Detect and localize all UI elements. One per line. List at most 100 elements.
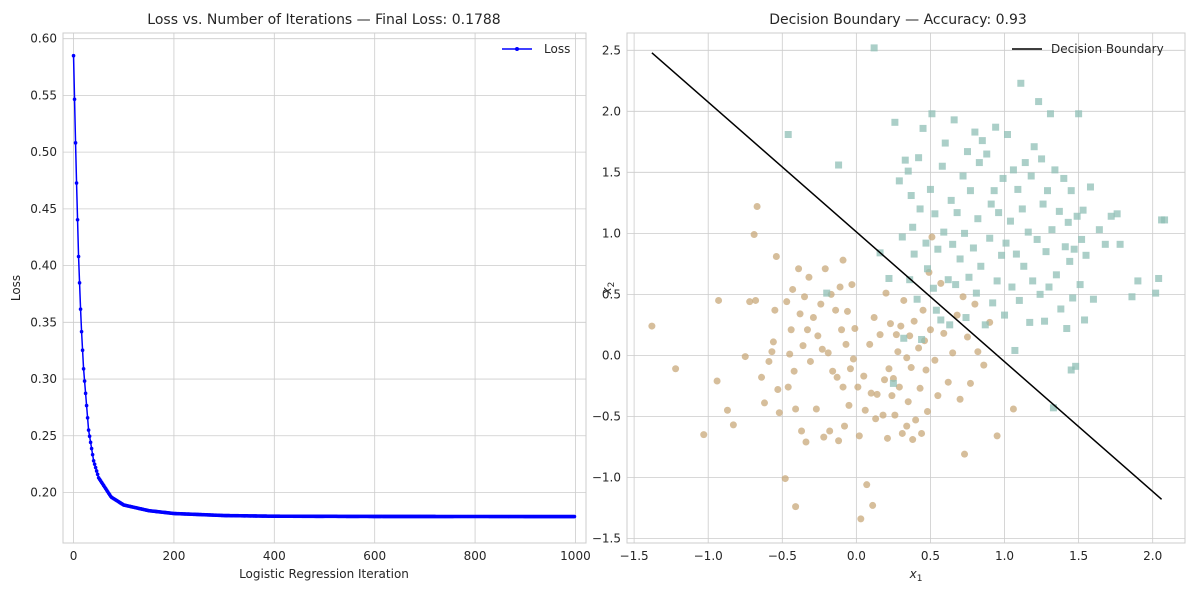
class1-point [1042,248,1050,256]
class0-point [961,450,969,458]
class1-point [889,379,897,387]
boundary-chart-legend: Decision Boundary [1012,42,1164,56]
class1-point [898,233,906,241]
class1-point [1030,143,1038,151]
class1-point [1024,228,1032,236]
boundary-xtick-label: 0.0 [847,549,866,563]
class0-point [795,265,803,273]
class0-point [786,350,794,358]
class1-point [990,187,998,195]
class1-point [1107,212,1115,220]
class0-point [848,281,856,289]
class0-point [741,353,749,361]
class0-point [806,357,814,365]
class0-point [648,322,656,330]
loss-chart: Loss vs. Number of Iterations — Final Lo… [9,12,591,581]
class1-point [972,289,980,297]
class0-point [886,320,894,328]
class0-point [956,395,964,403]
boundary-ytick-label: 1.0 [602,226,621,240]
class1-point [983,150,991,158]
class1-point [1082,251,1090,259]
class1-point [956,255,964,263]
loss-ytick-label: 0.45 [30,202,57,216]
class1-point [932,306,940,314]
class1-point [1067,187,1075,195]
class0-point [912,416,920,424]
class0-point [898,429,906,437]
class0-point [772,253,780,261]
class0-point [904,398,912,406]
boundary-ytick-label: −1.5 [592,531,621,545]
class0-point [765,357,773,365]
loss-point [80,348,85,353]
class0-point [818,345,826,353]
class0-point [895,383,903,391]
class0-point [761,399,768,407]
class0-point [953,311,961,319]
class1-point [906,276,914,284]
loss-chart-title: Loss vs. Number of Iterations — Final Lo… [147,12,500,28]
class1-point [915,154,923,162]
class0-point [839,383,847,391]
class0-point [974,348,982,356]
boundary-ytick-label: 2.0 [602,104,621,118]
class0-point [883,434,891,442]
class1-point [1128,293,1136,301]
class1-point [1027,172,1035,180]
class1-point [1049,404,1057,412]
class0-point [851,325,859,333]
loss-point [78,307,83,311]
loss-point [73,141,78,145]
boundary-ytick-label: 0.5 [602,287,621,301]
class1-point [907,192,915,200]
class1-point [952,281,960,289]
class0-point [940,329,948,337]
class0-point [845,401,853,409]
loss-point [74,181,79,185]
class1-point [950,116,958,124]
class1-point [975,159,983,167]
class0-point [752,296,760,304]
class0-point [796,310,804,318]
class1-point [938,162,946,170]
class1-point [1075,110,1083,118]
class1-point [901,156,909,164]
class1-point [986,234,994,242]
class0-point [792,503,800,511]
class0-point [753,203,761,210]
class1-point [919,124,927,132]
class0-point [894,348,902,356]
class0-point [843,307,851,315]
class0-point [949,349,957,357]
class1-point [885,274,893,282]
class1-point [1036,290,1044,298]
class0-point [867,389,875,397]
class0-point [919,306,927,314]
class1-point [962,314,970,322]
class0-point [792,405,800,413]
class1-point [992,123,1000,131]
class0-point [900,296,908,304]
class1-point [940,228,948,236]
class0-point [801,293,809,301]
class0-point [926,326,934,334]
class1-point [923,265,931,273]
class1-point [946,321,954,329]
class1-point [1029,277,1037,285]
boundary-ytick-label: 1.5 [602,165,621,179]
boundary-xtick-label: 1.0 [995,549,1014,563]
loss-chart-frame [62,32,587,544]
loss-point [84,403,89,408]
class1-point [1039,200,1047,208]
class1-point [1072,362,1080,370]
class0-point [857,515,865,523]
class0-point [821,265,829,273]
class1-point [1012,250,1020,258]
class0-point [980,361,988,369]
class0-point [783,298,791,306]
class1-point [1038,155,1046,163]
loss-point [81,367,86,371]
class1-point [1055,207,1063,215]
class1-point [987,200,995,208]
